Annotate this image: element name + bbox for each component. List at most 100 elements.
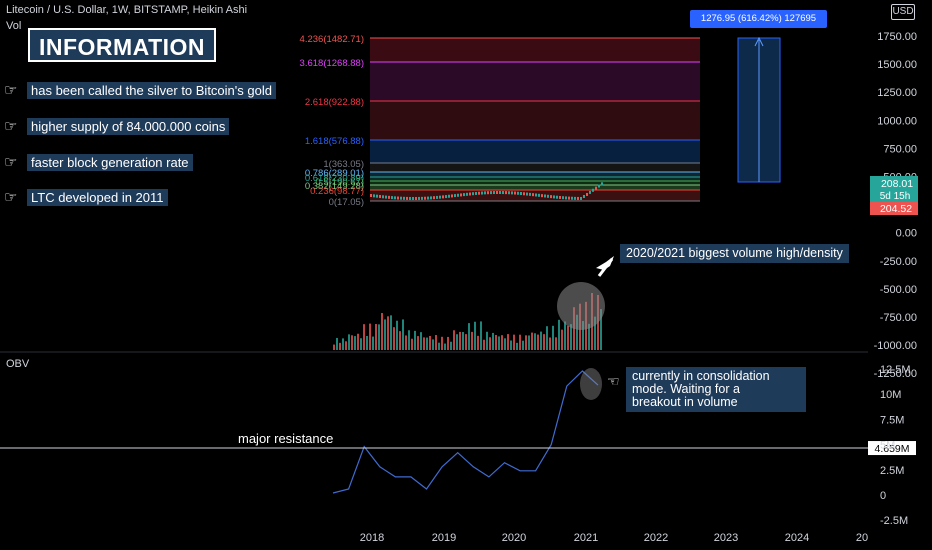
- pointing-hand-icon: ☞: [4, 154, 18, 171]
- price-candle: [571, 196, 573, 200]
- price-candle: [592, 188, 594, 192]
- volume-bar: [366, 335, 368, 350]
- price-candle: [598, 184, 600, 188]
- price-candle: [490, 191, 492, 195]
- price-candle: [433, 196, 435, 200]
- volume-bar: [411, 338, 413, 350]
- price-candle: [559, 195, 561, 199]
- volume-bar: [594, 316, 596, 350]
- price-candle: [517, 191, 519, 195]
- price-candle: [469, 192, 471, 196]
- resistance-value-label: 4.659M: [874, 443, 909, 455]
- volume-bar: [519, 334, 521, 350]
- volume-bar: [375, 324, 377, 350]
- volume-bar: [453, 330, 455, 350]
- volume-bar: [369, 323, 371, 350]
- volume-bar: [483, 339, 485, 350]
- price-candle: [583, 194, 585, 198]
- price-candle: [574, 196, 576, 200]
- fib-level-label: 0.236(98.77): [310, 186, 364, 197]
- obv-tick-label: -2.5M: [880, 515, 908, 527]
- price-candle: [442, 195, 444, 199]
- price-candle: [439, 195, 441, 199]
- resistance-label: major resistance: [238, 431, 334, 446]
- price-candle: [400, 196, 402, 200]
- price-candle: [541, 194, 543, 198]
- price-candle: [520, 192, 522, 196]
- volume-bar: [345, 341, 347, 350]
- volume-bar: [450, 341, 452, 350]
- volume-bar: [486, 331, 488, 350]
- price-candle: [466, 192, 468, 196]
- volume-bar: [339, 342, 341, 350]
- volume-bar: [468, 323, 470, 350]
- volume-bar: [546, 326, 548, 350]
- price-candle: [427, 196, 429, 200]
- obv-tick-label: 7.5M: [880, 414, 904, 426]
- price-candle: [553, 195, 555, 199]
- volume-bar: [540, 331, 542, 350]
- price-tick-label: -1000.00: [874, 340, 917, 352]
- volume-bar: [501, 335, 503, 350]
- price-candle: [505, 191, 507, 195]
- volume-bar: [351, 335, 353, 350]
- volume-bar: [462, 332, 464, 350]
- resistance-tag: [868, 441, 916, 456]
- price-candle: [526, 192, 528, 196]
- obv-highlight-circle: [580, 368, 602, 400]
- price-candle: [475, 191, 477, 195]
- price-candle: [421, 196, 423, 200]
- obv-tick-label: 10M: [880, 389, 901, 401]
- fib-band: [370, 38, 700, 62]
- price-tick-label: -750.00: [880, 312, 917, 324]
- fib-level-label: 2.618(922.88): [305, 97, 364, 108]
- fib-level-label: 0.5(190.67): [315, 177, 364, 188]
- volume-bar: [525, 335, 527, 350]
- fib-band: [370, 140, 700, 163]
- price-candle: [379, 194, 381, 198]
- price-tick-label: -500.00: [880, 284, 917, 296]
- pointing-hand-icon: ☞: [4, 82, 18, 99]
- volume-bar: [384, 319, 386, 350]
- volume-bar: [471, 331, 473, 350]
- volume-bar: [354, 336, 356, 350]
- price-candle: [445, 195, 447, 199]
- volume-bar: [522, 340, 524, 350]
- price-tick-label: 0.00: [896, 228, 917, 240]
- volume-bar: [333, 344, 335, 350]
- volume-bar: [363, 324, 365, 350]
- price-candle: [454, 194, 456, 198]
- currency-button[interactable]: USD: [891, 4, 915, 20]
- time-tick-label: 20: [856, 532, 868, 544]
- fib-level-label: 0.382(149.28): [305, 181, 364, 192]
- price-candle: [586, 192, 588, 196]
- fib-level-label: 0(17.05): [329, 197, 364, 208]
- price-candle: [385, 195, 387, 199]
- fib-level-label: 1.618(576.88): [305, 136, 364, 147]
- price-tick-label: 1750.00: [877, 31, 917, 43]
- volume-bar: [435, 335, 437, 350]
- price-candle: [370, 194, 372, 197]
- pointing-hand-icon: ☞: [4, 189, 18, 206]
- time-tick-label: 2022: [644, 532, 668, 544]
- red-price-label: 204.52: [880, 203, 912, 215]
- price-candle: [487, 191, 489, 195]
- bullet-item: ☞ LTC developed in 2011: [4, 188, 168, 206]
- price-candle: [568, 196, 570, 200]
- volume-highlight-circle: [557, 282, 605, 330]
- price-candle: [460, 193, 462, 197]
- fib-level-label: 4.236(1482.71): [300, 34, 364, 45]
- volume-bar: [477, 335, 479, 350]
- price-candle: [502, 191, 504, 195]
- volume-bar: [441, 336, 443, 350]
- volume-bar: [372, 336, 374, 350]
- price-candle: [499, 191, 501, 195]
- bullet-item: ☞ faster block generation rate: [4, 153, 193, 171]
- volume-bar: [444, 343, 446, 350]
- obv-label: OBV: [6, 358, 30, 370]
- volume-bar: [561, 329, 563, 350]
- time-tick-label: 2021: [574, 532, 598, 544]
- volume-bar: [423, 337, 425, 350]
- volume-bar: [378, 324, 380, 350]
